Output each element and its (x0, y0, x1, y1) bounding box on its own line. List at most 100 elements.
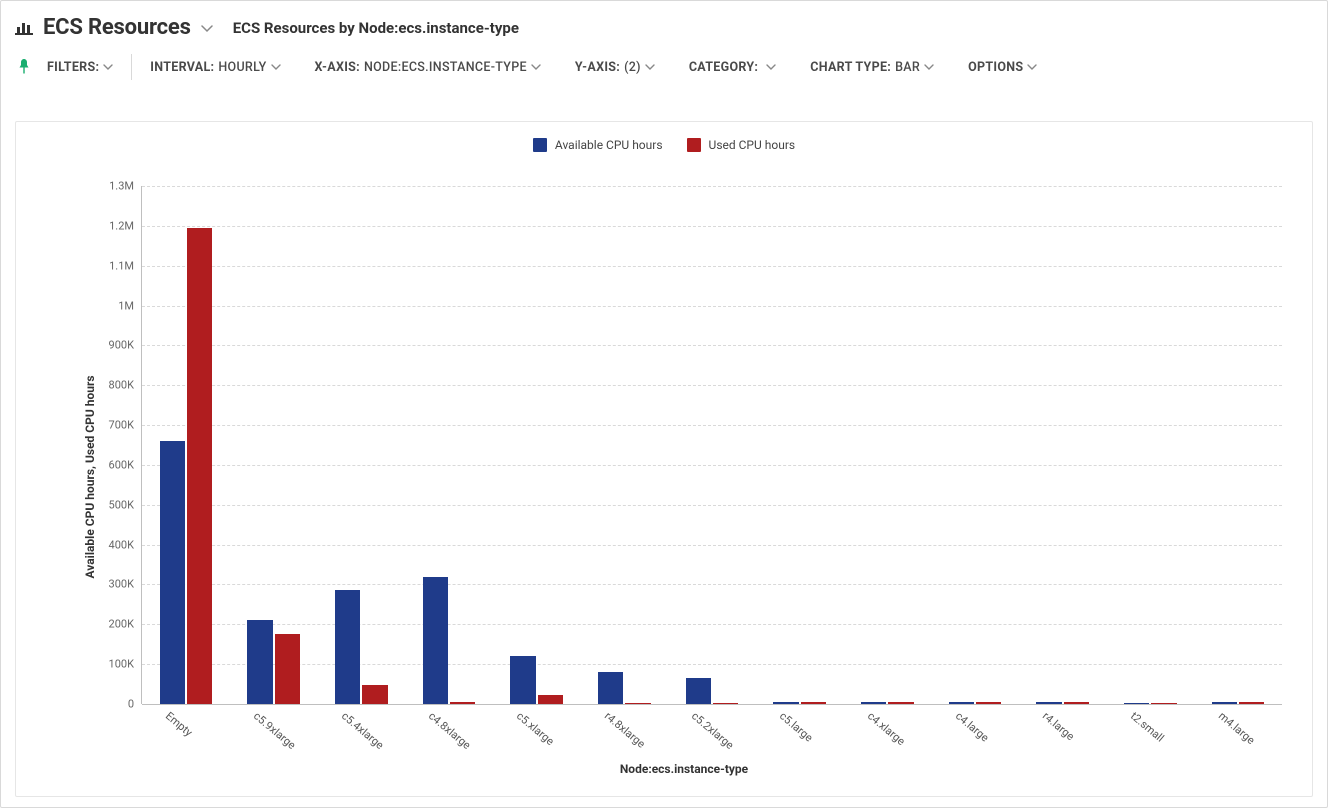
grid-line (142, 545, 1282, 546)
legend-label: Available CPU hours (555, 138, 663, 152)
xaxis-label: X-AXIS: (315, 60, 360, 75)
chart-bar[interactable] (888, 702, 913, 704)
y-tick-label: 0 (128, 698, 142, 711)
xaxis-dropdown[interactable]: X-AXIS: NODE:ECS.INSTANCE-TYPE (315, 60, 541, 75)
category-label: CATEGORY: (689, 60, 758, 75)
chart-bar[interactable] (625, 703, 650, 704)
filters-label: FILTERS: (47, 60, 99, 75)
page-title[interactable]: ECS Resources (43, 15, 191, 40)
x-tick-label: c4.large (952, 709, 990, 744)
grid-line (142, 226, 1282, 227)
chart-bar[interactable] (538, 695, 563, 704)
x-tick-label: c4.8xlarge (426, 709, 473, 752)
chart-bar[interactable] (713, 703, 738, 704)
options-label: OPTIONS (968, 60, 1023, 75)
y-axis-title: Available CPU hours, Used CPU hours (83, 375, 97, 578)
grid-line (142, 425, 1282, 426)
y-tick-label: 100K (109, 658, 142, 671)
chart-bar[interactable] (247, 620, 272, 704)
chart-bar[interactable] (423, 577, 448, 705)
chart-bar[interactable] (1239, 702, 1264, 704)
chevron-down-icon (271, 64, 281, 70)
grid-line (142, 465, 1282, 466)
x-tick-label: r4.8xlarge (602, 709, 648, 750)
y-tick-label: 500K (109, 498, 142, 511)
chart-bar[interactable] (187, 228, 212, 704)
grid-line (142, 584, 1282, 585)
chevron-down-icon (766, 64, 776, 70)
grid-line (142, 266, 1282, 267)
grid-line (142, 186, 1282, 187)
interval-value: HOURLY (218, 60, 266, 75)
chevron-down-icon (924, 64, 934, 70)
interval-label: INTERVAL: (150, 60, 214, 75)
chart-bar[interactable] (1151, 703, 1176, 704)
yaxis-dropdown[interactable]: Y-AXIS: (2) (575, 60, 655, 75)
y-tick-label: 700K (109, 419, 142, 432)
x-tick-label: c5.large (777, 709, 815, 744)
chart-legend: Available CPU hours Used CPU hours (16, 122, 1312, 158)
chart-bar[interactable] (335, 590, 360, 704)
separator (131, 54, 132, 80)
chart-bar[interactable] (1212, 702, 1237, 704)
x-tick-label: m4.large (1216, 709, 1257, 747)
y-tick-label: 900K (109, 339, 142, 352)
chart-bar[interactable] (598, 672, 623, 704)
pin-icon[interactable] (15, 58, 33, 76)
chart-bar[interactable] (510, 656, 535, 704)
chart-bar[interactable] (773, 702, 798, 704)
y-tick-label: 1.1M (109, 259, 142, 272)
page-subtitle: ECS Resources by Node:ecs.instance-type (233, 19, 519, 37)
legend-swatch (687, 138, 701, 152)
chevron-down-icon (531, 64, 541, 70)
filter-bar: FILTERS: INTERVAL: HOURLY X-AXIS: NODE:E… (1, 50, 1327, 96)
x-tick-label: t2.small (1128, 709, 1166, 744)
filters-dropdown[interactable]: FILTERS: (47, 60, 113, 75)
chart-bar[interactable] (362, 685, 387, 704)
x-tick-label: c5.4xlarge (339, 709, 386, 752)
chart-bar[interactable] (686, 678, 711, 704)
chart-bar[interactable] (275, 634, 300, 704)
chart-bar[interactable] (450, 702, 475, 704)
grid-line (142, 624, 1282, 625)
chart-bar[interactable] (861, 702, 886, 704)
x-tick-label: c5.9xlarge (251, 709, 298, 752)
chart-bar[interactable] (949, 702, 974, 704)
chevron-down-icon[interactable] (201, 25, 211, 31)
chevron-down-icon (1027, 64, 1037, 70)
chart-bar[interactable] (1124, 703, 1149, 704)
legend-swatch (533, 138, 547, 152)
legend-item[interactable]: Available CPU hours (533, 138, 663, 152)
chart-bar[interactable] (160, 441, 185, 704)
chart-plot-area: 0100K200K300K400K500K600K700K800K900K1M1… (142, 186, 1282, 704)
x-tick-label: r4.large (1040, 709, 1077, 743)
chart-panel: Available CPU hours Used CPU hours Availa… (15, 121, 1313, 797)
legend-label: Used CPU hours (709, 138, 796, 152)
interval-dropdown[interactable]: INTERVAL: HOURLY (150, 60, 280, 75)
legend-item[interactable]: Used CPU hours (687, 138, 796, 152)
chart-bar[interactable] (976, 702, 1001, 704)
y-tick-label: 1M (118, 299, 142, 312)
yaxis-label: Y-AXIS: (575, 60, 620, 75)
grid-line (142, 505, 1282, 506)
grid-line (142, 664, 1282, 665)
x-axis-title: Node:ecs.instance-type (76, 762, 1292, 776)
y-axis-line (141, 186, 142, 704)
x-axis-line (142, 704, 1282, 705)
y-tick-label: 1.2M (109, 219, 142, 232)
y-tick-label: 200K (109, 618, 142, 631)
chart-bar[interactable] (1064, 702, 1089, 704)
chart-bar[interactable] (801, 702, 826, 704)
x-tick-label: c4.xlarge (865, 709, 908, 748)
y-tick-label: 400K (109, 538, 142, 551)
options-dropdown[interactable]: OPTIONS (968, 60, 1037, 75)
charttype-dropdown[interactable]: CHART TYPE: BAR (810, 60, 934, 75)
chevron-down-icon (103, 64, 113, 70)
category-dropdown[interactable]: CATEGORY: (689, 60, 776, 75)
y-tick-label: 600K (109, 458, 142, 471)
charttype-value: BAR (895, 60, 920, 75)
xaxis-value: NODE:ECS.INSTANCE-TYPE (364, 60, 527, 75)
x-tick-label: Empty (163, 709, 195, 739)
y-tick-label: 300K (109, 578, 142, 591)
chart-bar[interactable] (1036, 702, 1061, 704)
